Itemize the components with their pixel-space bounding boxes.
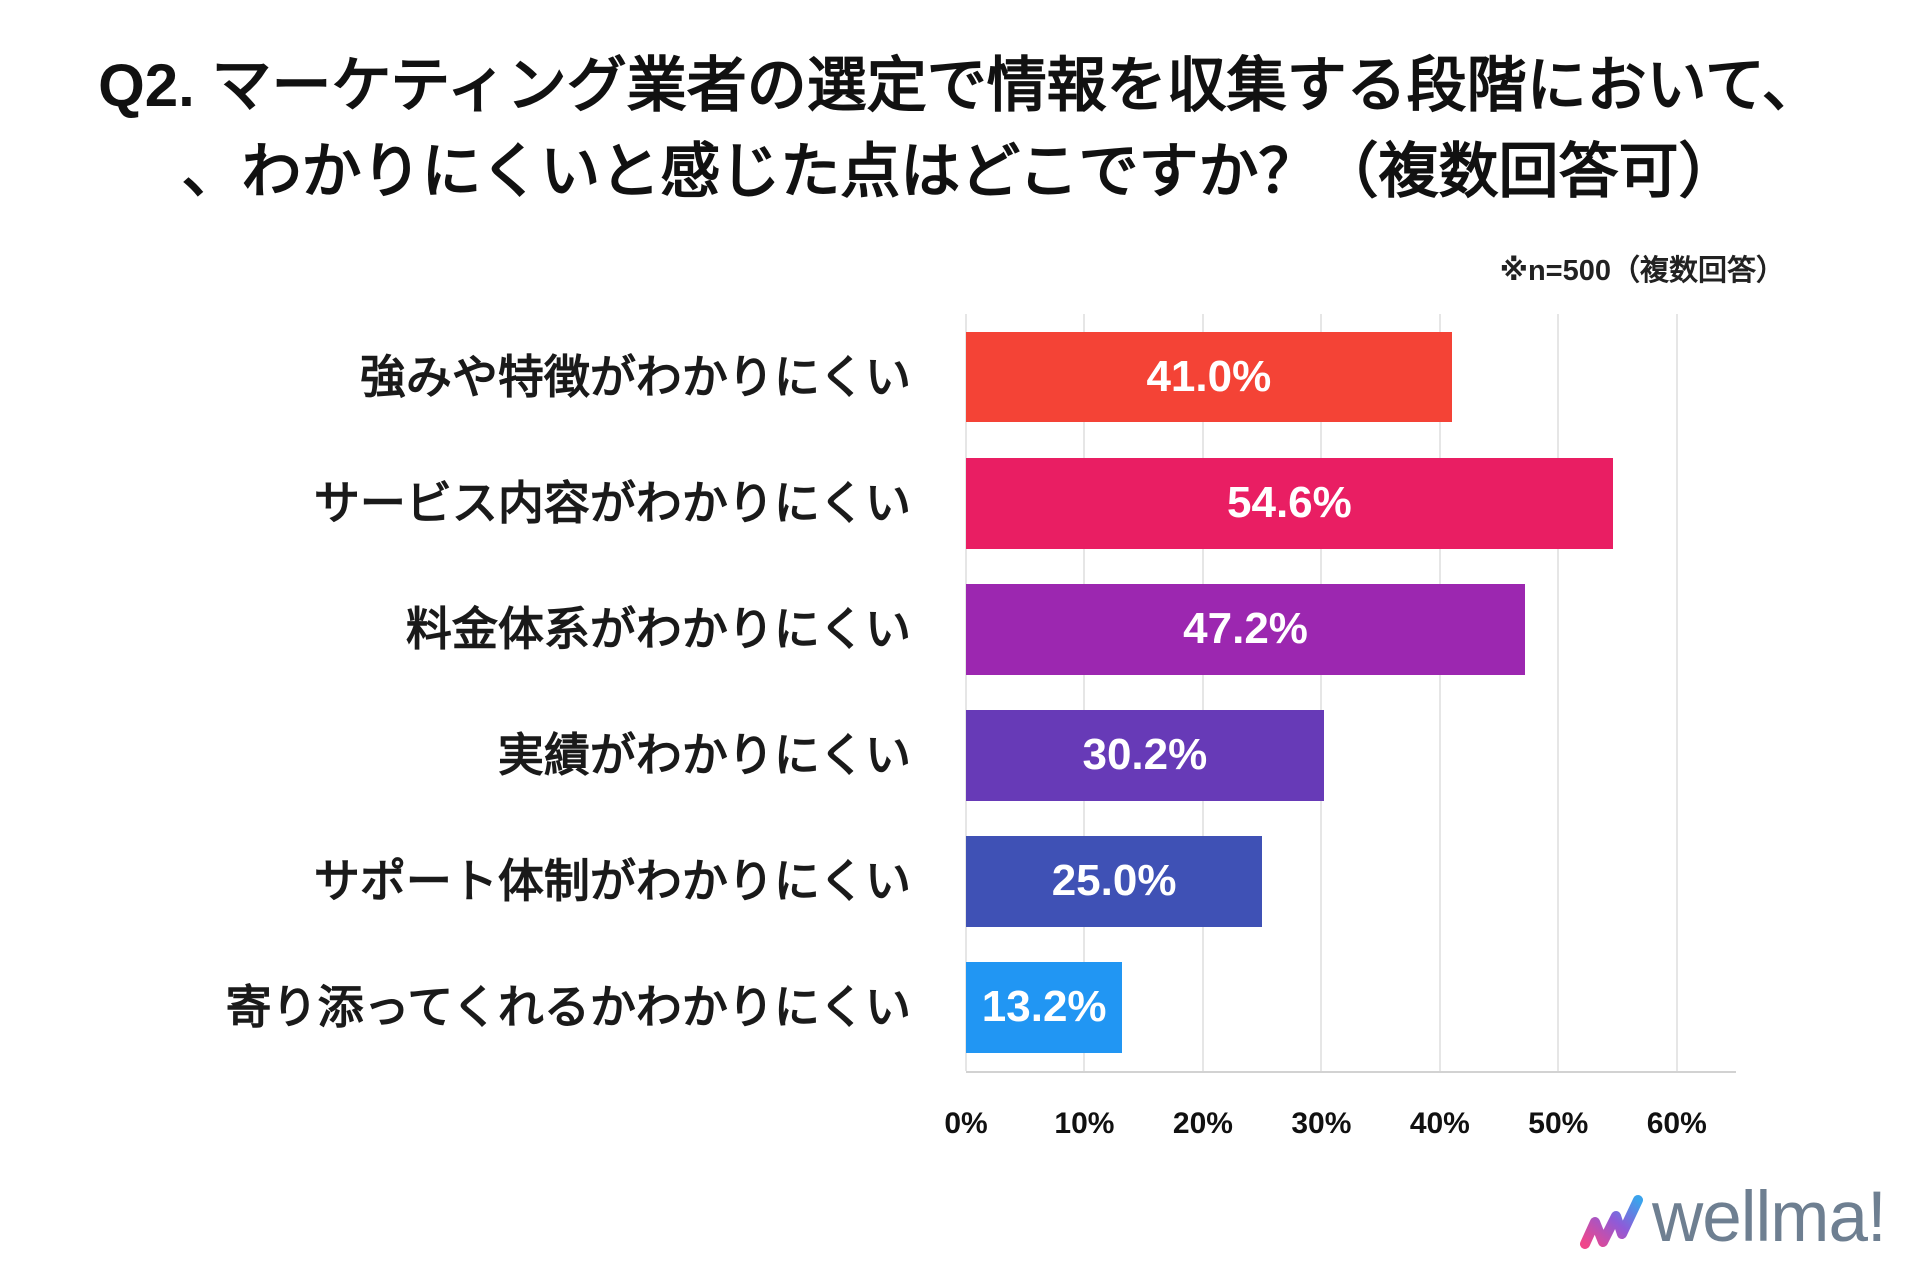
category-label: サポート体制がわかりにくい bbox=[313, 855, 911, 908]
x-gridline bbox=[1201, 314, 1204, 1071]
logo-w-stroke bbox=[1580, 1195, 1643, 1249]
category-label: 実績がわかりにくい bbox=[497, 729, 911, 782]
bar-value-label: 13.2% bbox=[981, 982, 1107, 1032]
x-gridline bbox=[965, 314, 967, 1071]
bar bbox=[966, 710, 1324, 801]
x-gridline bbox=[1320, 314, 1323, 1071]
x-gridline bbox=[1083, 314, 1086, 1071]
category-label: サービス内容がわかりにくい bbox=[313, 476, 911, 529]
x-tick-label: 0% bbox=[944, 1107, 988, 1140]
bar-value-label: 54.6% bbox=[1227, 477, 1352, 527]
x-tick-label: 40% bbox=[1409, 1107, 1470, 1140]
bar-value-label: 41.0% bbox=[1146, 351, 1272, 401]
bar bbox=[966, 457, 1613, 549]
bar bbox=[966, 583, 1526, 675]
x-gridline bbox=[1675, 314, 1678, 1071]
x-tick-label: 50% bbox=[1528, 1107, 1589, 1140]
bar bbox=[966, 331, 1452, 423]
x-tick-label: 20% bbox=[1172, 1107, 1233, 1140]
x-tick-label: 10% bbox=[1054, 1107, 1115, 1140]
bar-value-label: 30.2% bbox=[1082, 730, 1208, 780]
wellma-w-logo-icon bbox=[1580, 1195, 1643, 1249]
x-gridline bbox=[1557, 314, 1560, 1071]
x-gridline bbox=[1438, 314, 1441, 1071]
bar bbox=[966, 836, 1263, 928]
chart-title-line-1: Q2. マーケティング業者の選定で情報を収集する段階において、 bbox=[98, 52, 1822, 119]
x-axis-line bbox=[966, 1071, 1736, 1073]
wellma-logo: wellma! bbox=[1578, 1176, 1898, 1266]
bar bbox=[966, 962, 1123, 1054]
category-label: 寄り添ってくれるかわかりにくい bbox=[225, 981, 911, 1034]
bar-value-label: 47.2% bbox=[1183, 603, 1308, 653]
x-tick-label: 30% bbox=[1291, 1107, 1352, 1140]
x-tick-label: 60% bbox=[1646, 1107, 1707, 1140]
chart-title-line-2: 、わかりにくいと感じた点はどこですか？（複数回答可） bbox=[181, 138, 1739, 205]
sample-size-note: ※n=500（複数回答） bbox=[1499, 255, 1785, 287]
wellma-logo-text: wellma! bbox=[1652, 1178, 1887, 1257]
bar-value-label: 25.0% bbox=[1051, 856, 1177, 906]
category-label: 料金体系がわかりにくい bbox=[405, 602, 911, 655]
category-label: 強みや特徴がわかりにくい bbox=[359, 350, 911, 403]
